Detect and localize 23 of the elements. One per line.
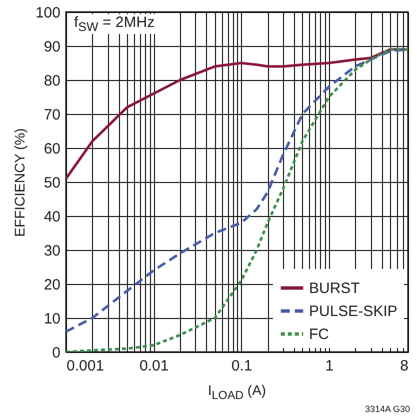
y-axis-title: EFFICIENCY (%): [11, 128, 28, 237]
x-tick-label: 8: [400, 358, 408, 374]
y-tick-label: 20: [44, 276, 60, 294]
y-tick-label: 70: [44, 106, 60, 124]
y-tick-label: 90: [44, 38, 60, 56]
legend-label: PULSE-SKIP: [309, 303, 398, 320]
y-tick-label: 50: [44, 174, 60, 192]
y-tick-label: 10: [44, 310, 60, 328]
y-tick-label: 40: [44, 208, 60, 226]
y-tick-label: 30: [44, 242, 60, 260]
y-tick-label: 0: [52, 344, 60, 362]
x-tick-label: 0.01: [140, 358, 169, 374]
x-tick-label: 0.1: [231, 358, 252, 374]
legend-label: FC: [309, 326, 330, 343]
chart-title: f$_{SW}$ = 2MHz: [71, 14, 158, 34]
y-tick-label: 100: [35, 4, 60, 22]
y-tick-label: 60: [44, 140, 60, 158]
y-tick-label: 80: [44, 72, 60, 90]
x-tick-label: 1: [325, 358, 334, 374]
x-axis-title: I$_{LOAD}$ (A): [206, 382, 268, 402]
text: 3314A G30: [364, 404, 410, 414]
legend-label: BURST: [309, 280, 360, 297]
x-tick-label: 0.001: [66, 358, 104, 374]
